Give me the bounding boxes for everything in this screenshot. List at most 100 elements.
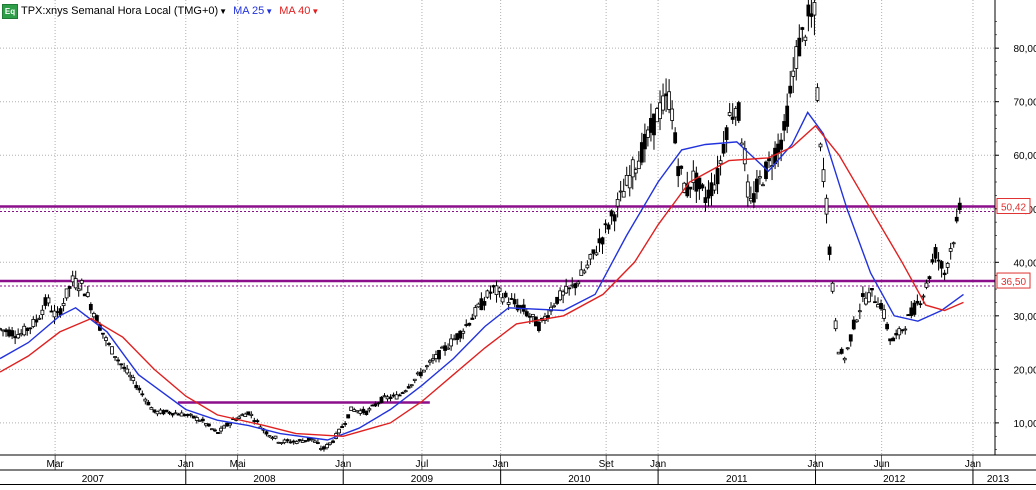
candle-body bbox=[957, 202, 962, 210]
candle-body bbox=[564, 285, 569, 294]
month-label: Jan bbox=[650, 459, 666, 470]
candle-body bbox=[146, 401, 151, 406]
candle-body bbox=[642, 133, 647, 150]
candle-body bbox=[228, 423, 232, 426]
equity-badge-icon[interactable]: Eq bbox=[2, 3, 18, 19]
candle-body bbox=[107, 343, 111, 345]
candle-body bbox=[52, 310, 57, 318]
candle-body bbox=[609, 210, 614, 217]
candle-body bbox=[288, 441, 293, 444]
candle-body bbox=[806, 4, 811, 17]
candle-body bbox=[939, 261, 944, 269]
candle-body bbox=[13, 336, 18, 339]
candle-body bbox=[909, 307, 914, 316]
candle-body bbox=[19, 333, 24, 336]
candle-body bbox=[309, 438, 314, 441]
candle-body bbox=[848, 334, 853, 342]
candle-body bbox=[200, 418, 205, 422]
candle-body bbox=[421, 369, 426, 373]
candle-body bbox=[101, 332, 105, 335]
candle-body bbox=[58, 308, 63, 316]
candle-body bbox=[255, 420, 260, 423]
candle-body bbox=[203, 423, 208, 426]
candle-body bbox=[79, 280, 84, 284]
candle-body bbox=[533, 316, 538, 327]
candle-body bbox=[337, 428, 341, 434]
ma40-label[interactable]: MA 40 bbox=[279, 5, 311, 17]
year-label: 2010 bbox=[568, 474, 591, 485]
candle-body bbox=[364, 410, 369, 415]
candle-body bbox=[891, 337, 896, 342]
candle-body bbox=[639, 142, 644, 163]
chevron-down-icon[interactable]: ▼ bbox=[311, 6, 320, 16]
candle-body bbox=[776, 143, 781, 154]
candle-body bbox=[367, 408, 372, 411]
candle-body bbox=[352, 409, 357, 412]
ma-line-25 bbox=[0, 111, 964, 441]
candle-body bbox=[131, 377, 136, 381]
candle-body bbox=[606, 224, 611, 230]
candle-body bbox=[452, 338, 457, 341]
candle-body bbox=[294, 441, 299, 444]
y-tick-label: 20,00 bbox=[1013, 365, 1036, 376]
candle-body bbox=[4, 329, 8, 333]
candle-body bbox=[346, 414, 351, 419]
candle-body bbox=[31, 319, 36, 327]
symbol-label[interactable]: TPX:xnys Semanal Hora Local (TMG+0) bbox=[21, 5, 219, 17]
candle-body bbox=[794, 46, 799, 69]
candle-body bbox=[627, 175, 632, 189]
candle-body bbox=[316, 442, 320, 444]
candle-body bbox=[73, 278, 78, 289]
price-tag[interactable] bbox=[996, 272, 1031, 289]
candle-body bbox=[279, 442, 284, 445]
candle-body bbox=[755, 178, 759, 193]
candle-body bbox=[197, 419, 202, 422]
candle-body bbox=[500, 297, 505, 303]
candle-body bbox=[567, 287, 572, 290]
candle-body bbox=[382, 395, 387, 398]
chevron-down-icon[interactable]: ▼ bbox=[265, 6, 274, 16]
y-tick-label: 30,00 bbox=[1013, 312, 1036, 323]
candle-body bbox=[0, 328, 2, 330]
candle-body bbox=[267, 435, 272, 438]
candle-body bbox=[597, 238, 602, 244]
ma25-label[interactable]: MA 25 bbox=[233, 5, 265, 17]
candle-body bbox=[830, 282, 835, 292]
candle-body bbox=[658, 102, 662, 120]
candle-body bbox=[104, 337, 108, 341]
candle-body bbox=[264, 431, 269, 435]
candle-body bbox=[285, 439, 290, 442]
candle-body bbox=[864, 297, 868, 305]
candle-body bbox=[727, 112, 732, 116]
candle-body bbox=[273, 435, 278, 439]
candle-body bbox=[636, 160, 641, 170]
candle-body bbox=[49, 310, 54, 313]
candle-body bbox=[779, 139, 784, 150]
candle-body bbox=[579, 269, 584, 276]
candle-body bbox=[167, 411, 172, 414]
candle-body bbox=[809, 13, 814, 17]
candle-body bbox=[219, 427, 223, 432]
candle-body bbox=[615, 198, 620, 207]
year-label: 2012 bbox=[883, 474, 906, 485]
candle-body bbox=[161, 410, 166, 415]
candle-body bbox=[370, 404, 375, 407]
candle-body bbox=[312, 440, 317, 443]
price-tag[interactable] bbox=[996, 198, 1031, 215]
candle-body bbox=[582, 270, 587, 274]
candle-body bbox=[785, 105, 790, 127]
price-tag-label: 36,50 bbox=[1001, 277, 1026, 288]
chevron-down-icon[interactable]: ▼ bbox=[219, 6, 228, 16]
price-tag-label: 50,42 bbox=[1001, 203, 1026, 214]
candle-body bbox=[652, 113, 656, 136]
candle-body bbox=[406, 386, 411, 389]
candle-body bbox=[927, 276, 932, 280]
candle-body bbox=[64, 288, 69, 299]
candle-body bbox=[291, 440, 296, 443]
candle-body bbox=[358, 410, 363, 414]
candle-body bbox=[173, 412, 178, 415]
candle-body bbox=[788, 85, 793, 94]
candle-body bbox=[782, 121, 787, 131]
candle-body bbox=[924, 282, 929, 288]
